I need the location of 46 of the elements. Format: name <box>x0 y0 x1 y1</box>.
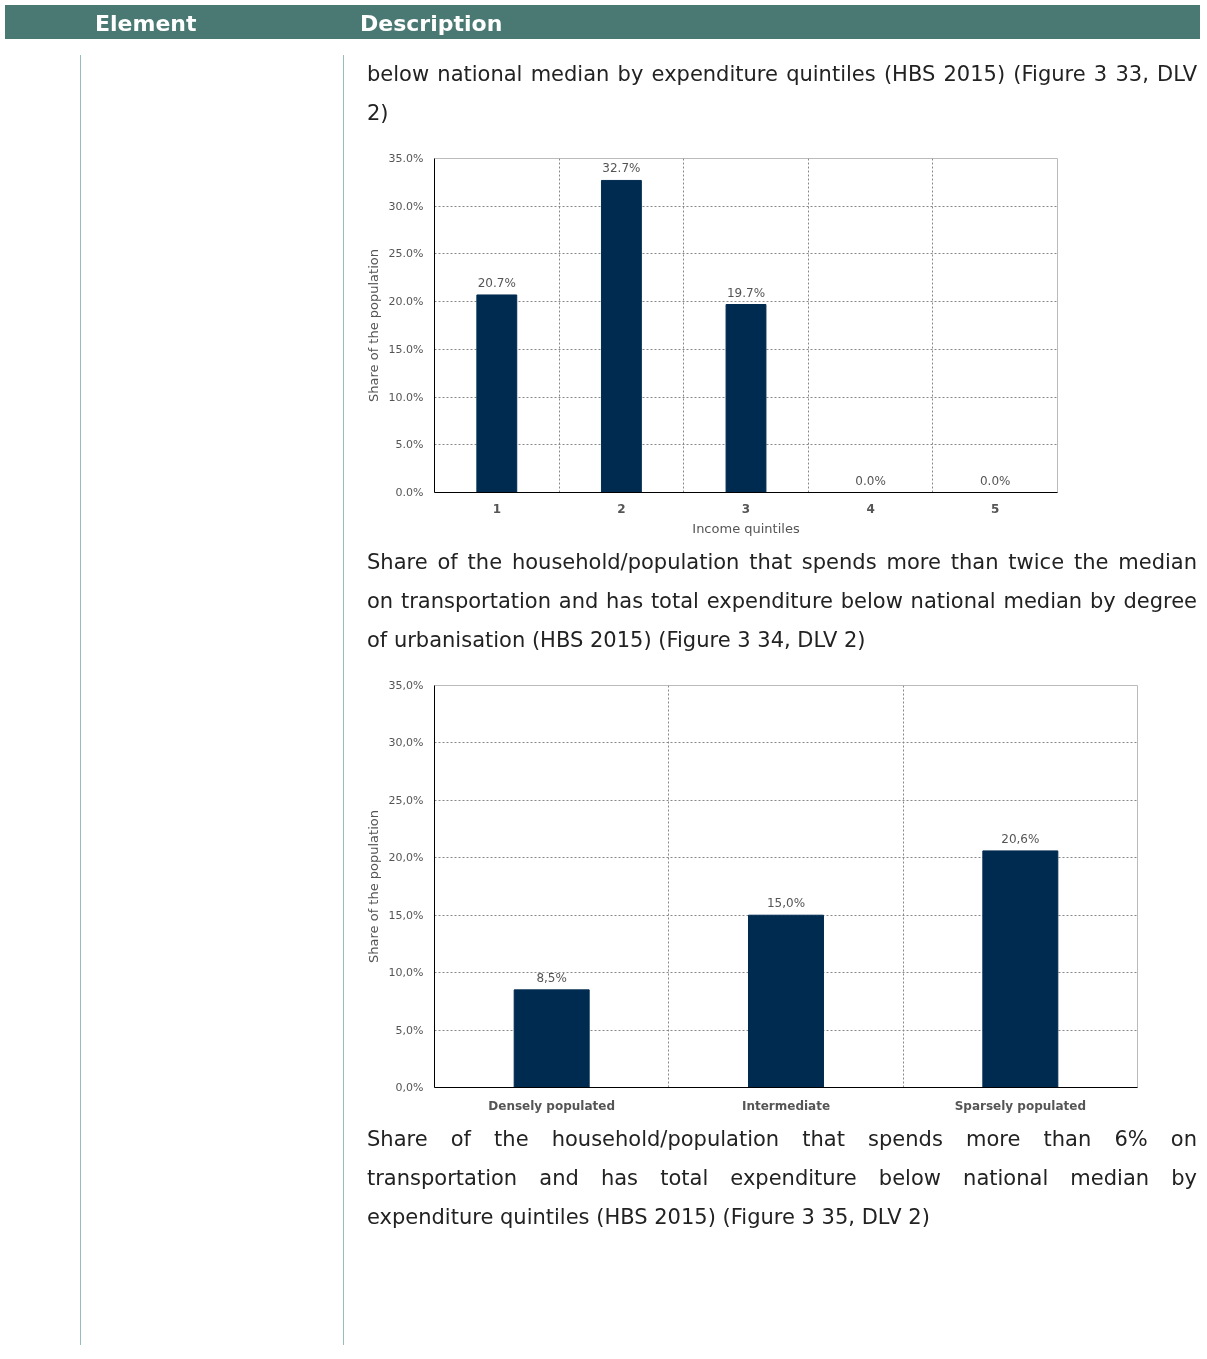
y-tick-label: 5.0% <box>395 438 424 452</box>
y-tick-label: 5,0% <box>395 1023 424 1037</box>
data-label: 32.7% <box>602 161 641 176</box>
text: Share of the household/population that spends more than 6% on transportation and has total expenditure below national median by expenditure quintiles (HBS 2015) (Figure 3 35, DLV 2) <box>367 1126 1197 1231</box>
y-tick-label: 35.0% <box>388 152 424 165</box>
data-label: 19.7% <box>726 285 766 300</box>
data-label: 0.0% <box>855 473 886 488</box>
bar <box>513 989 590 1088</box>
y-tick-label: 35,0% <box>388 679 424 692</box>
text: Description <box>360 10 503 38</box>
y-tick-label: 25.0% <box>388 247 424 261</box>
y-tick-label: 15,0% <box>388 908 424 922</box>
y-axis-title: Share of the population <box>365 249 381 402</box>
data-label: 15,0% <box>766 896 806 911</box>
bar <box>748 914 824 1088</box>
chart-title: below national median by expenditure quintiles (HBS 2015) (Figure 3 33, DLV 2) <box>367 61 1197 127</box>
x-tick-label: 5 <box>991 501 1000 516</box>
x-tick-label: 1 <box>492 501 501 516</box>
y-tick-label: 10.0% <box>388 390 424 404</box>
y-tick-label: 10,0% <box>388 966 424 980</box>
x-tick-label: Sparsely populated <box>954 1098 1086 1113</box>
y-tick-label: 20.0% <box>388 295 424 309</box>
x-tick-label: Intermediate <box>741 1098 831 1113</box>
text: Element <box>95 10 197 38</box>
data-label: 8,5% <box>536 970 567 985</box>
x-tick-label: Densely populated <box>488 1098 616 1113</box>
y-tick-label: 15.0% <box>388 342 424 356</box>
bar <box>982 850 1059 1088</box>
y-tick-label: 0.0% <box>395 486 424 499</box>
y-tick-label: 20,0% <box>388 851 424 865</box>
data-label: 20.7% <box>477 275 516 290</box>
y-tick-label: 25,0% <box>388 793 424 807</box>
bar <box>725 304 767 493</box>
bar <box>476 294 518 493</box>
y-tick-label: 30,0% <box>388 736 424 750</box>
data-label: 0.0% <box>979 473 1011 488</box>
y-tick-label: 0,0% <box>395 1081 424 1094</box>
x-axis-title: Income quintiles <box>692 520 800 536</box>
y-axis-title: Share of the population <box>365 810 381 963</box>
y-tick-label: 30.0% <box>388 199 424 213</box>
x-tick-label: 3 <box>741 501 751 516</box>
chart-title: Share of the household/population that spends more than twice the median on transportation and has total expenditure below national median by degree of urbanisation (HBS 2015) (Figure 3 34, DLV 2) <box>367 549 1197 654</box>
bar <box>600 179 642 493</box>
x-tick-label: 2 <box>617 501 626 516</box>
x-tick-label: 4 <box>866 501 875 516</box>
data-label: 20,6% <box>1001 831 1040 846</box>
